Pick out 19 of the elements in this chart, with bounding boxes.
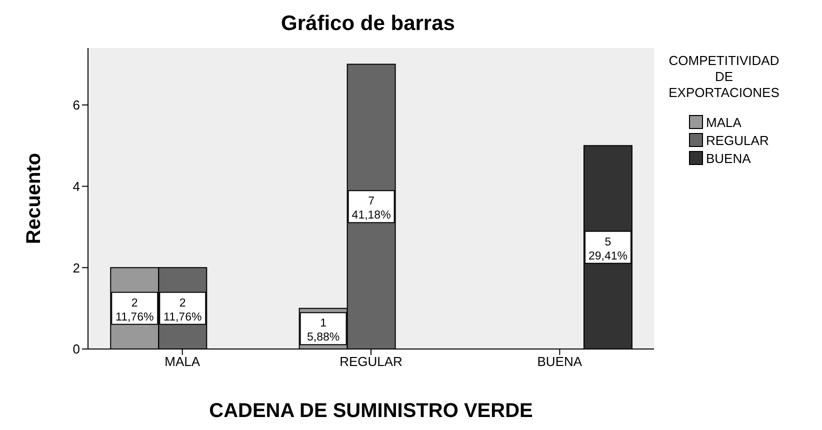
y-tick-label: 4 bbox=[72, 178, 80, 194]
data-label: 7 41,18% bbox=[352, 196, 391, 222]
y-tick-label: 0 bbox=[72, 342, 80, 357]
legend-label: REGULAR bbox=[706, 132, 769, 148]
y-axis-title: Recuento bbox=[23, 152, 46, 244]
legend-label: BUENA bbox=[706, 150, 751, 166]
x-tick-label: MALA bbox=[164, 354, 200, 370]
x-tick-label: BUENA bbox=[537, 354, 582, 370]
x-axis-title: CADENA DE SUMINISTRO VERDE bbox=[209, 400, 533, 422]
legend-label: MALA bbox=[706, 114, 742, 130]
x-tick-label: REGULAR bbox=[340, 354, 402, 370]
y-tick-label: 6 bbox=[72, 98, 80, 113]
data-label: 2 11,76% bbox=[164, 297, 202, 324]
data-label: 5 29,41% bbox=[588, 236, 628, 262]
data-label: 2 11,76% bbox=[116, 297, 154, 324]
y-tick-label: 2 bbox=[72, 260, 80, 276]
data-label: 1 5,88% bbox=[307, 318, 340, 344]
legend-title: COMPETITIVIDAD DE EXPORTACIONES bbox=[668, 53, 780, 101]
chart-title: Gráfico de barras bbox=[280, 12, 456, 36]
